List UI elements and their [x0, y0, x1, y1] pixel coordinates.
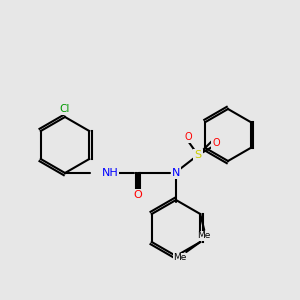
- Text: Cl: Cl: [60, 104, 70, 114]
- Text: N: N: [172, 168, 180, 178]
- Text: Me: Me: [198, 232, 211, 241]
- Text: NH: NH: [102, 168, 118, 178]
- Text: O: O: [134, 190, 142, 200]
- Text: S: S: [194, 150, 202, 160]
- Text: Me: Me: [174, 254, 187, 262]
- Text: O: O: [212, 138, 220, 148]
- Text: O: O: [184, 132, 192, 142]
